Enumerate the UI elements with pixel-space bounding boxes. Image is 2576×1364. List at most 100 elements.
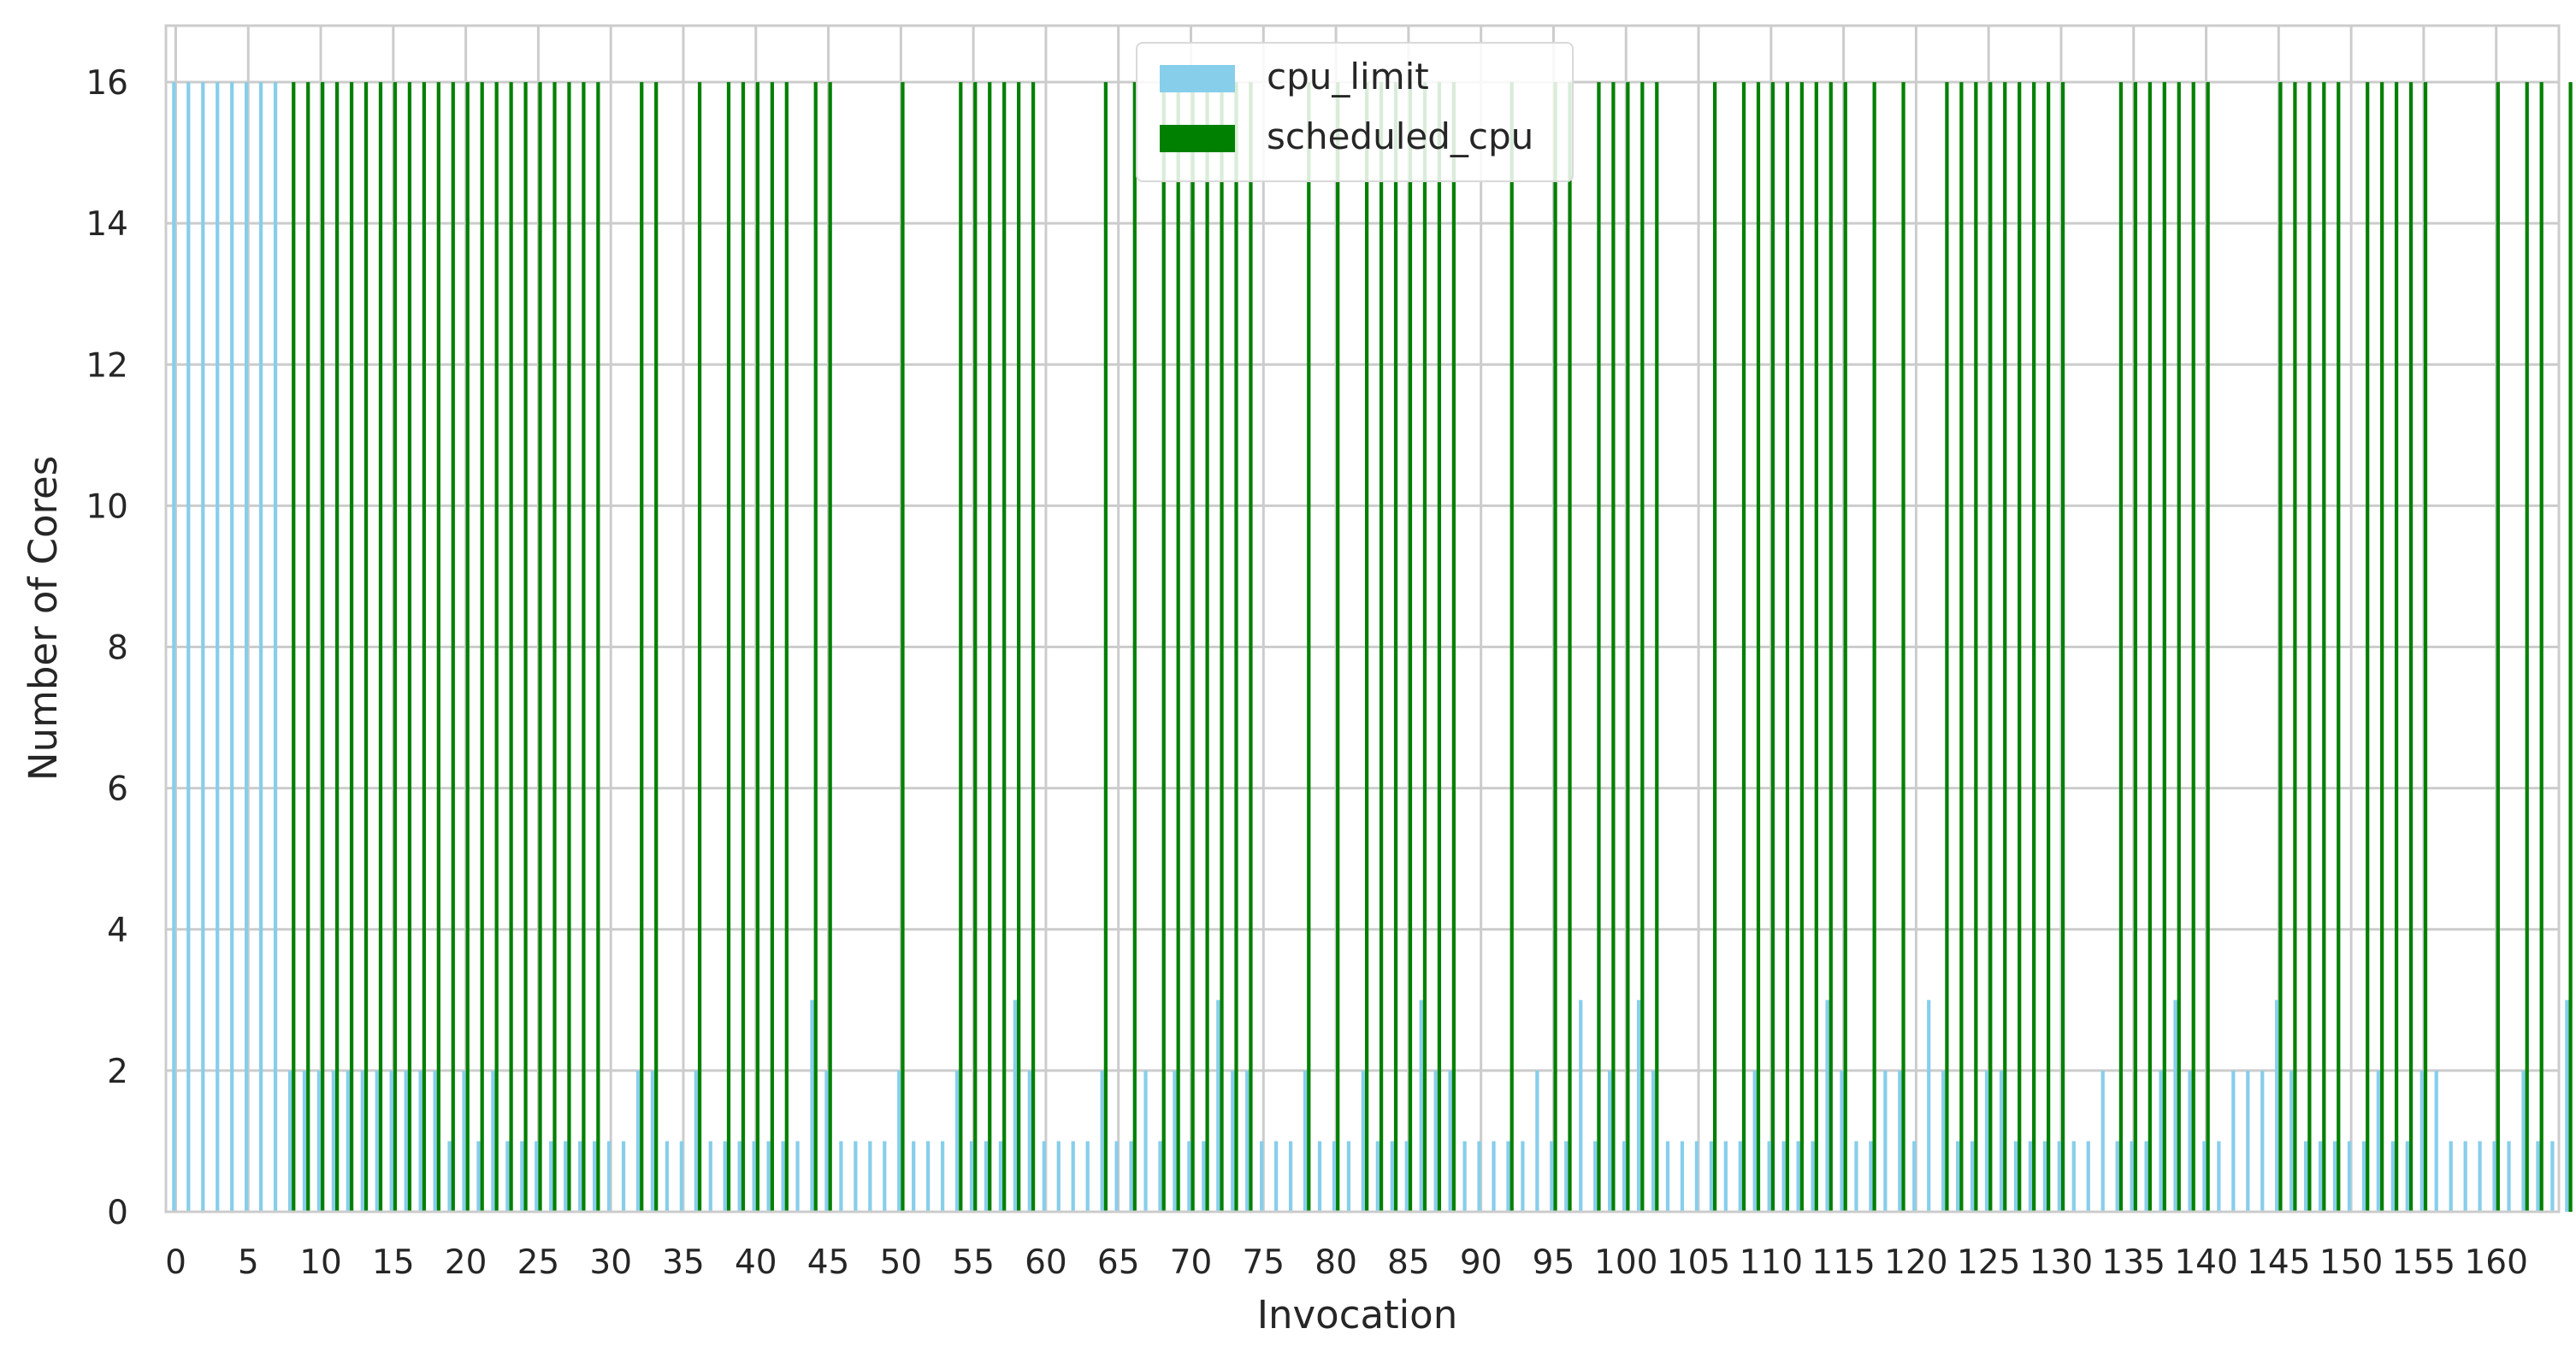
scheduled-cpu-bar bbox=[1176, 82, 1180, 1213]
scheduled-cpu-bar bbox=[1640, 82, 1645, 1213]
cpu-limit-bar bbox=[1564, 1141, 1569, 1212]
scheduled-cpu-bar bbox=[1103, 82, 1108, 1213]
scheduled-cpu-bar bbox=[306, 82, 310, 1213]
cpu-limit-bar bbox=[2507, 1141, 2511, 1212]
cpu-limit-bar bbox=[1796, 1141, 1800, 1212]
cpu-limit-bar bbox=[1593, 1141, 1598, 1212]
scheduled-cpu-bar bbox=[1741, 82, 1746, 1213]
scheduled-cpu-bar bbox=[1974, 82, 1978, 1213]
scheduled-cpu-bar bbox=[1132, 82, 1137, 1213]
cpu-limit-bar bbox=[2419, 1070, 2424, 1212]
scheduled-cpu-bar bbox=[2133, 82, 2137, 1213]
cpu-limit-bar bbox=[2376, 1070, 2381, 1212]
scheduled-cpu-bar bbox=[1814, 82, 1818, 1213]
scheduled-cpu-bar bbox=[1031, 82, 1036, 1213]
y-tick-label: 4 bbox=[107, 912, 128, 950]
scheduled-cpu-bar bbox=[640, 82, 644, 1213]
cpu-limit-bar bbox=[389, 1070, 393, 1212]
cpu-limit-bar bbox=[2521, 1070, 2526, 1212]
scheduled-cpu-bar bbox=[2322, 82, 2326, 1213]
y-tick-label: 0 bbox=[107, 1194, 128, 1232]
scheduled-cpu-bar bbox=[1901, 82, 1905, 1213]
cpu-limit-bar bbox=[723, 1141, 727, 1212]
cpu-limit-bar bbox=[1216, 1000, 1220, 1212]
cpu-limit-bar bbox=[331, 1070, 336, 1212]
cpu-limit-bar bbox=[2550, 1141, 2555, 1212]
cpu-limit-bar bbox=[1346, 1141, 1351, 1212]
cpu-limit-bar bbox=[375, 1070, 379, 1212]
y-axis-title: Number of Cores bbox=[21, 456, 66, 781]
scheduled-cpu-bar bbox=[1191, 82, 1195, 1213]
cpu-limit-bar bbox=[2086, 1141, 2090, 1212]
scheduled-cpu-bar bbox=[697, 82, 702, 1213]
x-tick-label: 55 bbox=[952, 1243, 995, 1282]
scheduled-cpu-bar bbox=[1451, 82, 1456, 1213]
cpu-limit-bar bbox=[491, 1070, 495, 1212]
scheduled-cpu-bar bbox=[1205, 82, 1209, 1213]
y-tick-label: 10 bbox=[86, 487, 128, 526]
scheduled-cpu-bar bbox=[2118, 82, 2124, 1213]
scheduled-cpu-bar bbox=[1829, 82, 1833, 1213]
cpu-limit-bar bbox=[1608, 1070, 1612, 1212]
cpu-limit-bar bbox=[650, 1070, 655, 1212]
scheduled-cpu-bar bbox=[321, 82, 325, 1213]
cpu-limit-bar bbox=[2449, 1141, 2453, 1212]
scheduled-cpu-bar bbox=[1249, 82, 1253, 1213]
cpu-limit-bar bbox=[1173, 1070, 1177, 1212]
scheduled-cpu-bar bbox=[552, 82, 557, 1213]
y-tick-label: 16 bbox=[86, 64, 128, 103]
cpu-limit-bar bbox=[1013, 1000, 1018, 1212]
cpu-limit-bar bbox=[1231, 1070, 1235, 1212]
scheduled-cpu-bar bbox=[2278, 82, 2283, 1213]
scheduled-cpu-bar bbox=[1611, 82, 1616, 1213]
x-tick-label: 85 bbox=[1387, 1243, 1430, 1282]
cpu-limit-bar bbox=[1579, 1000, 1583, 1212]
scheduled-cpu-bar bbox=[523, 82, 528, 1213]
cpu-limit-bar bbox=[447, 1141, 452, 1212]
scheduled-cpu-bar bbox=[1510, 82, 1514, 1213]
scheduled-cpu-bar bbox=[1872, 82, 1876, 1213]
x-tick-label: 90 bbox=[1460, 1243, 1503, 1282]
cpu-limit-bar bbox=[1898, 1070, 1902, 1212]
scheduled-cpu-bar bbox=[1393, 82, 1398, 1213]
cpu-limit-bar bbox=[897, 1070, 901, 1212]
x-tick-label: 70 bbox=[1170, 1243, 1213, 1282]
x-tick-label: 75 bbox=[1242, 1243, 1285, 1282]
cpu-limit-bar bbox=[2231, 1070, 2236, 1212]
scheduled-cpu-bar bbox=[2177, 82, 2181, 1213]
x-tick-label: 140 bbox=[2174, 1243, 2237, 1282]
cpu-limit-bar bbox=[2478, 1141, 2482, 1212]
cpu-limit-bar bbox=[1854, 1141, 1858, 1212]
cpu-limit-bar bbox=[418, 1070, 422, 1212]
cpu-limit-bar bbox=[216, 82, 220, 1213]
scheduled-cpu-bar bbox=[2206, 82, 2210, 1213]
cpu-limit-bar bbox=[316, 1070, 322, 1212]
x-tick-label: 115 bbox=[1811, 1243, 1875, 1282]
scheduled-cpu-bar bbox=[1959, 82, 1964, 1213]
cpu-limit-bar bbox=[1361, 1070, 1365, 1212]
legend-label-cpu-limit: cpu_limit bbox=[1267, 56, 1429, 97]
cpu-limit-bar bbox=[230, 82, 234, 1213]
cpu-limit-bar bbox=[1970, 1141, 1975, 1212]
cpu-limit-bar bbox=[2013, 1141, 2018, 1212]
scheduled-cpu-bar bbox=[741, 82, 746, 1213]
cpu-limit-bar bbox=[1767, 1141, 1771, 1212]
y-tick-label: 2 bbox=[107, 1053, 128, 1091]
cpu-limit-bar bbox=[781, 1141, 785, 1212]
cpu-limit-bar bbox=[665, 1141, 670, 1212]
scheduled-cpu-bar bbox=[1002, 82, 1007, 1213]
scheduled-cpu-bar bbox=[538, 82, 542, 1213]
cpu-limit-bar bbox=[795, 1141, 800, 1212]
scheduled-cpu-bar bbox=[2018, 82, 2022, 1213]
scheduled-cpu-bar bbox=[2060, 82, 2065, 1213]
x-tick-label: 35 bbox=[662, 1243, 705, 1282]
cpu-limit-bar bbox=[1883, 1070, 1888, 1212]
cpu-limit-bar bbox=[535, 1141, 539, 1212]
cpu-limit-bar bbox=[2390, 1141, 2395, 1212]
scheduled-cpu-bar bbox=[1307, 82, 1311, 1213]
scheduled-cpu-bar bbox=[567, 82, 571, 1213]
legend-swatch-cpu-limit bbox=[1160, 65, 1235, 92]
cpu-limit-bar bbox=[854, 1141, 858, 1212]
cpu-limit-bar bbox=[2434, 1070, 2438, 1212]
